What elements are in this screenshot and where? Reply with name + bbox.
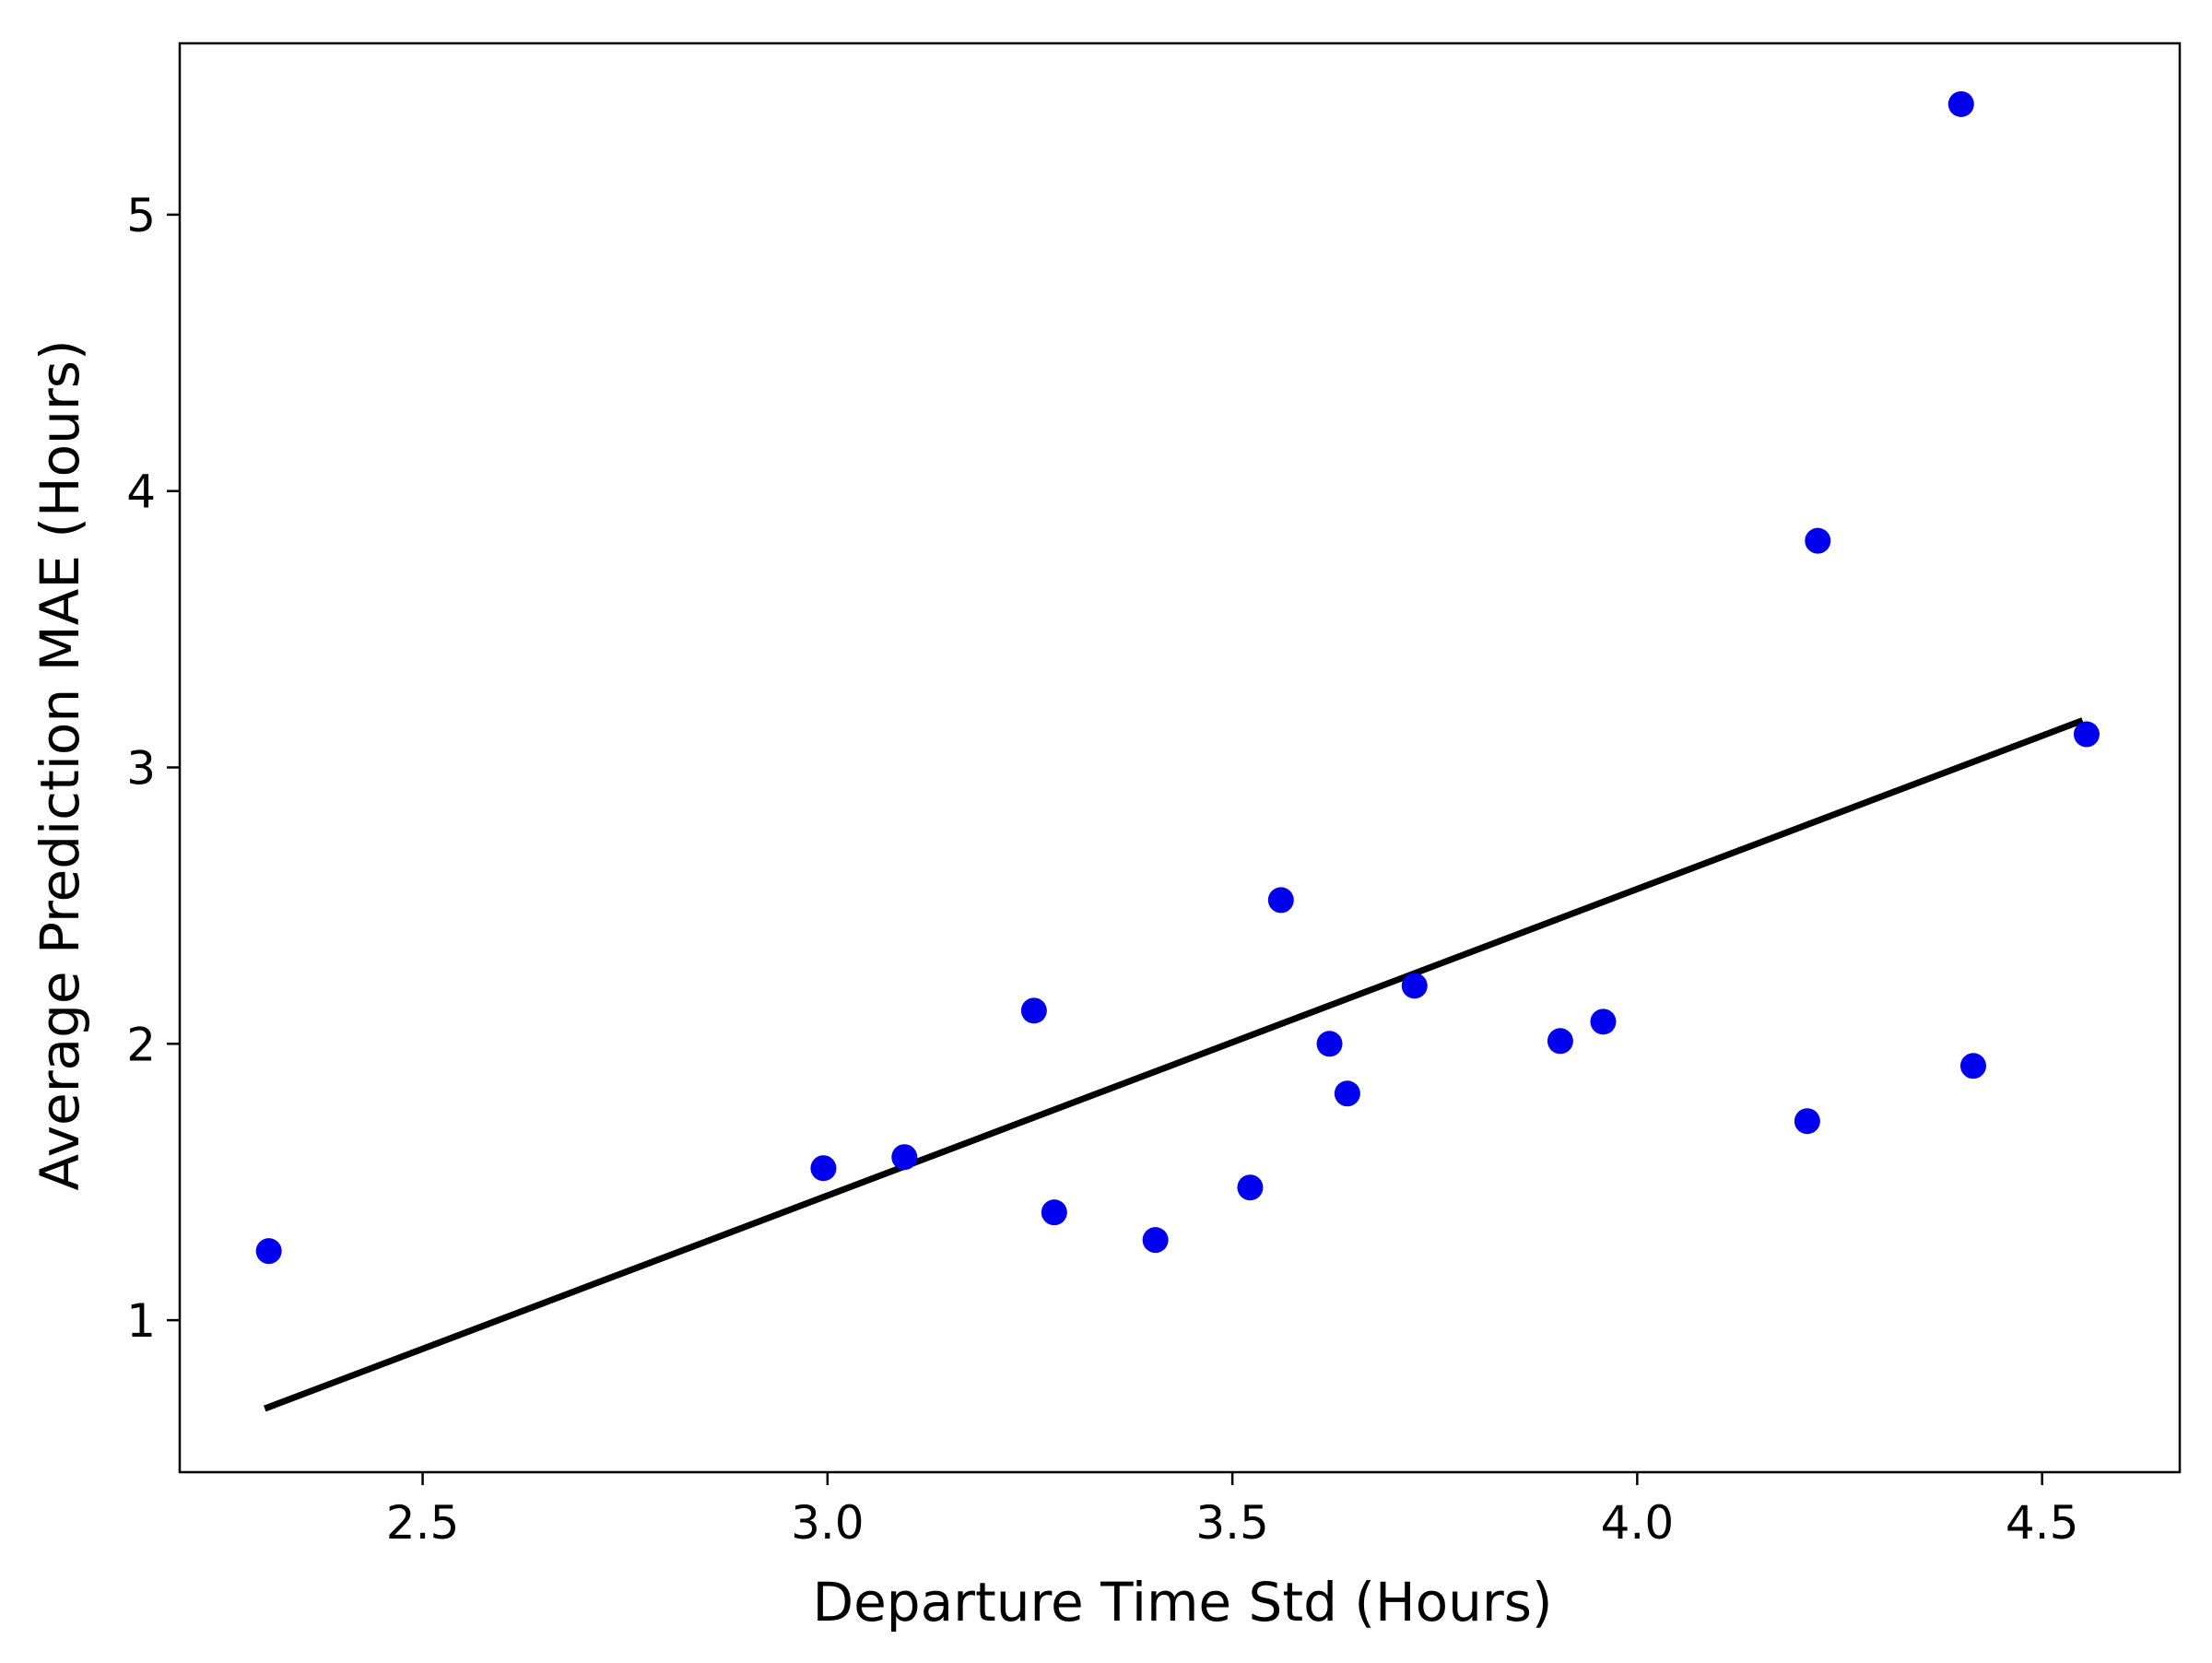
scatter-point <box>1334 1080 1360 1107</box>
x-tick-label: 4.0 <box>1601 1496 1675 1550</box>
scatter-point <box>1959 1053 1986 1079</box>
scatter-point <box>1020 997 1047 1024</box>
y-axis-ticks: 1 2 3 4 5 <box>126 189 180 1348</box>
y-tick-label: 2 <box>126 1018 156 1071</box>
scatter-point <box>255 1238 282 1265</box>
x-tick-label: 3.0 <box>791 1496 865 1550</box>
scatter-point <box>1805 527 1831 554</box>
scatter-point <box>891 1144 918 1171</box>
scatter-point <box>1590 1008 1617 1035</box>
x-axis-label: Departure Time Std (Hours) <box>812 1571 1552 1634</box>
y-tick-label: 5 <box>126 189 156 242</box>
plot-area-border <box>178 41 2182 1474</box>
x-tick-label: 4.5 <box>2006 1496 2079 1550</box>
y-axis-label: Average Prediction MAE (Hours) <box>29 339 91 1190</box>
scatter-point <box>2073 721 2100 748</box>
regression-line <box>264 717 2084 1412</box>
x-axis-ticks: 2.5 3.0 3.5 4.0 4.5 <box>386 1472 2079 1550</box>
scatter-point <box>1401 973 1428 999</box>
scatter-point <box>810 1155 837 1182</box>
x-tick-label: 2.5 <box>386 1496 460 1550</box>
fit-line-layer <box>264 717 2084 1412</box>
scatter-point <box>1267 887 1294 914</box>
scatter-point <box>1041 1199 1067 1226</box>
scatter-point <box>1316 1031 1343 1057</box>
plot-frame <box>178 41 2182 1474</box>
scatter-point <box>1794 1108 1820 1135</box>
y-tick-label: 4 <box>126 466 156 519</box>
scatter-point <box>1547 1028 1573 1055</box>
y-tick-label: 3 <box>126 741 156 795</box>
scatter-point <box>1142 1227 1169 1254</box>
y-tick-label: 1 <box>126 1294 156 1348</box>
x-tick-label: 3.5 <box>1195 1496 1269 1550</box>
points-layer <box>255 90 2100 1265</box>
scatter-point <box>1237 1174 1264 1201</box>
scatter-point <box>1947 90 1974 117</box>
